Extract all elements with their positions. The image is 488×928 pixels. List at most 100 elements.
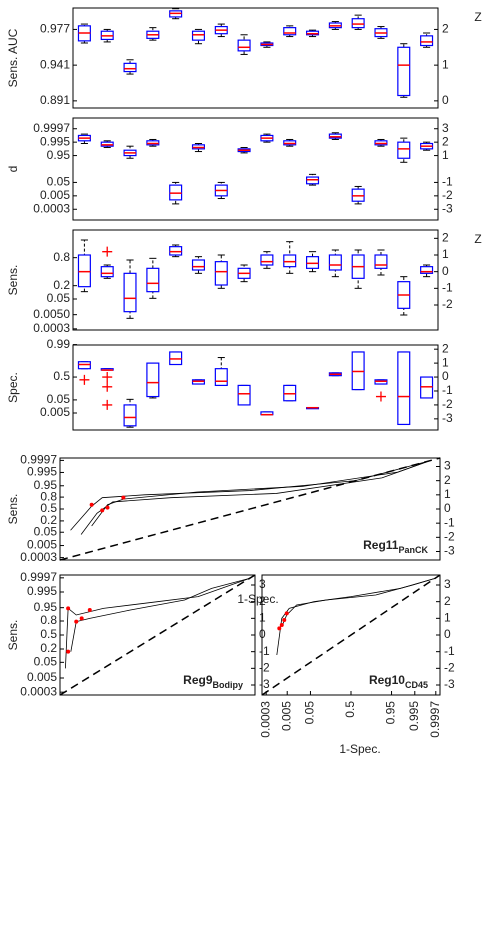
tick-label: -1 [259,644,270,658]
box [283,254,297,268]
tick-label: 3 [444,577,451,591]
tick-label: -2 [442,397,453,411]
roc-point [277,626,282,631]
tick-label: -2 [442,297,453,311]
box [397,141,411,159]
tick-label: 0.05 [47,291,71,305]
tick-label: 0 [444,501,451,515]
tick-label: 2 [442,231,449,245]
tick-label: -1 [444,644,455,658]
tick-label: 0.05 [47,175,71,189]
tick-label: 0.005 [27,670,57,684]
chance-line [59,574,256,696]
tick-label: 0.2 [40,513,57,527]
roc-point [279,623,284,627]
roc-curve [276,577,436,656]
panel-frame [72,229,439,331]
tick-label: 0.2 [53,278,70,292]
roc-curve [65,577,250,669]
tick-label: 0.995 [27,465,57,479]
tick-label: 0.05 [34,524,58,538]
tick-label: 0.0003 [20,684,57,698]
tick-label: 0.9997 [33,121,70,135]
tick-label: -3 [259,677,270,691]
subtitle: PanCK [398,545,428,555]
tick-label: 0 [442,264,449,278]
tick-label: -2 [444,661,455,675]
tick-label: 0.005 [40,405,70,419]
tick-label: 0.0003 [20,550,57,564]
tick-label: 0.941 [40,57,70,71]
tick-label: 3 [442,121,449,135]
tick-label: 1 [442,247,449,261]
tick-label: 0 [444,627,451,641]
roc-point [284,611,289,616]
roc-point [121,495,126,500]
tick-label: 0.995 [27,584,57,598]
x-tick-label: 0.005 [279,701,293,731]
tick-label: 0.977 [40,22,70,36]
tick-label: -3 [444,677,455,691]
tick-label: 0.891 [40,93,70,107]
outlier [79,374,90,385]
tick-label: 0.2 [40,641,57,655]
box [169,246,183,256]
y2-axis-label: Z [474,10,481,24]
tick-label: 0.05 [47,392,71,406]
panel-frame [72,7,439,109]
title: Reg10 [369,673,405,687]
tick-label: 0.995 [40,134,70,148]
roc-curve [70,577,250,652]
box [214,261,228,286]
box [191,259,206,271]
roc-curve [281,577,436,627]
box [328,254,342,271]
tick-label: -3 [444,544,455,558]
box [123,62,137,73]
box [123,404,137,427]
box [123,272,137,313]
tick-label: 0.005 [40,188,70,202]
box [397,46,411,97]
tick-label: 0.5 [53,369,70,383]
y-axis-label: d [6,166,20,173]
x-tick-label: 0.9997 [428,701,442,738]
tick-label: 2 [444,473,451,487]
box [397,351,411,426]
tick-label: 1 [442,57,449,71]
box [237,384,251,406]
tick-label: 0.95 [47,148,71,162]
roc-point [282,618,287,622]
tick-label: 0.8 [53,250,70,264]
outlier [102,381,113,392]
box [146,267,160,293]
tick-label: -1 [442,383,453,397]
chance-line [261,574,441,696]
tick-label: 0 [442,93,449,107]
tick-label: 0.8 [40,613,57,627]
x-tick-label: 0.05 [303,701,317,725]
x-axis-label: 1-Spec. [339,742,380,756]
panel-title: Reg9Bodipy [183,673,243,690]
subtitle: Bodipy [213,680,244,690]
box [214,368,228,387]
tick-label: -2 [444,530,455,544]
box [191,30,206,41]
tick-label: 0.0003 [33,201,70,215]
panel-frame [59,574,256,696]
tick-label: -1 [442,175,453,189]
tick-label: 0.95 [34,600,58,614]
x-axis-label: 1-Spec. [237,592,278,606]
tick-label: 0.9997 [20,570,57,584]
tick-label: 0.5 [40,627,57,641]
y-axis-label: Sens. [6,265,20,296]
panel-frame [72,117,439,221]
tick-label: 2 [442,341,449,355]
box [420,35,434,47]
tick-label: 2 [442,134,449,148]
tick-label: 1 [442,355,449,369]
box [374,254,388,269]
tick-label: 1 [442,148,449,162]
tick-label: 0.005 [27,538,57,552]
